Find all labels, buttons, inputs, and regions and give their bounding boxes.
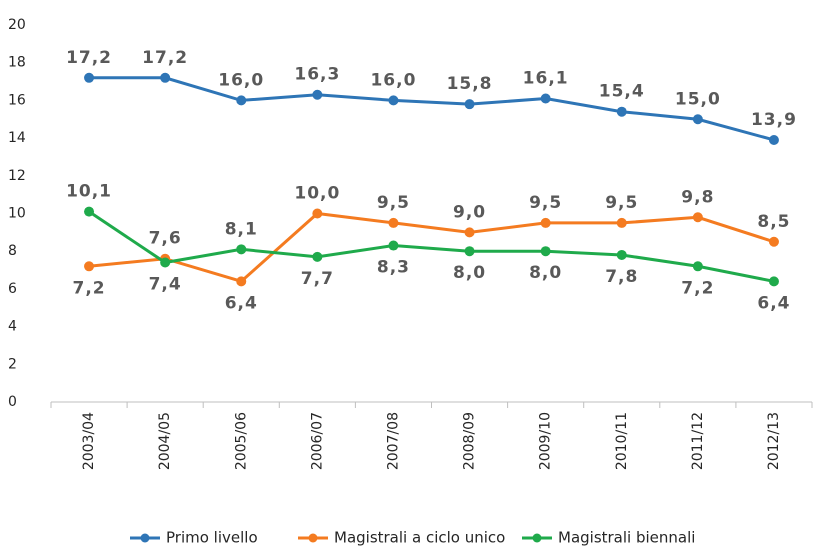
data-label: 10,1	[66, 182, 112, 202]
y-tick-label: 8	[8, 243, 17, 259]
x-tick-label: 2012/13	[766, 412, 782, 470]
point	[616, 106, 627, 117]
data-label: 8,3	[377, 258, 410, 278]
data-label: 9,8	[681, 187, 714, 207]
point	[692, 261, 703, 272]
data-label: 7,7	[301, 269, 334, 289]
data-label: 8,0	[453, 263, 486, 283]
data-label: 10,0	[294, 184, 340, 204]
y-tick-label: 2	[8, 356, 17, 372]
legend-marker	[308, 533, 318, 543]
series-line	[89, 76, 775, 142]
point	[312, 208, 323, 219]
point	[768, 276, 779, 287]
y-tick-label: 12	[8, 168, 26, 184]
legend-label: Magistrali biennali	[558, 529, 695, 547]
data-label: 16,0	[218, 70, 264, 90]
data-label: 7,8	[605, 267, 638, 287]
data-label: 8,5	[757, 212, 790, 232]
x-tick-label: 2007/08	[385, 412, 401, 470]
point	[388, 95, 399, 106]
point	[388, 217, 399, 228]
data-label: 8,1	[225, 219, 258, 239]
y-tick-label: 4	[8, 319, 17, 335]
legend-label: Magistrali a ciclo unico	[334, 529, 505, 547]
data-label: 7,2	[681, 278, 714, 298]
data-label: 8,0	[529, 263, 562, 283]
data-label: 6,4	[757, 293, 790, 313]
point	[236, 244, 247, 255]
point	[540, 93, 551, 104]
data-label: 16,3	[294, 65, 340, 85]
data-label: 16,0	[370, 70, 416, 90]
legend-label: Primo livello	[166, 529, 258, 547]
data-label: 7,4	[149, 275, 182, 295]
data-label: 6,4	[225, 293, 258, 313]
data-label: 9,5	[377, 193, 410, 213]
point	[84, 261, 95, 272]
point	[464, 227, 475, 238]
y-tick-label: 16	[8, 92, 26, 108]
legend-marker	[532, 533, 542, 543]
data-label: 17,2	[142, 48, 188, 68]
data-label: 17,2	[66, 48, 112, 68]
point	[236, 95, 247, 106]
data-label: 16,1	[523, 69, 569, 89]
data-label: 7,6	[149, 229, 182, 249]
point	[464, 99, 475, 110]
point	[312, 89, 323, 100]
legend-marker	[140, 533, 150, 543]
y-tick-label: 14	[8, 130, 26, 146]
series-line	[88, 210, 775, 283]
point	[312, 251, 323, 262]
point	[160, 72, 171, 83]
x-tick-label: 2009/10	[538, 412, 554, 470]
y-tick-label: 10	[8, 206, 26, 222]
y-tick-label: 0	[8, 394, 17, 410]
data-label: 15,0	[675, 89, 721, 109]
point	[768, 134, 779, 145]
x-tick-label: 2011/12	[690, 412, 706, 470]
series-line	[88, 211, 775, 284]
point	[84, 206, 95, 217]
point	[616, 217, 627, 228]
data-label: 9,5	[605, 193, 638, 213]
point	[236, 276, 247, 287]
data-label: 9,5	[529, 193, 562, 213]
y-tick-label: 18	[8, 55, 26, 71]
x-tick-label: 2004/05	[157, 412, 173, 470]
data-label: 15,8	[447, 74, 493, 94]
data-label: 9,0	[453, 202, 486, 222]
point	[540, 246, 551, 257]
x-tick-label: 2010/11	[614, 412, 630, 470]
point	[540, 217, 551, 228]
x-tick-label: 2006/07	[309, 412, 325, 470]
point	[464, 246, 475, 257]
x-tick-label: 2003/04	[81, 412, 97, 470]
x-tick-label: 2005/06	[233, 412, 249, 470]
y-tick-label: 6	[8, 281, 17, 297]
point	[768, 236, 779, 247]
data-label: 13,9	[751, 110, 797, 130]
point	[388, 240, 399, 251]
point	[160, 257, 171, 268]
point	[616, 249, 627, 260]
y-tick-label: 20	[8, 17, 26, 33]
data-label: 15,4	[599, 82, 645, 102]
point	[84, 72, 95, 83]
x-tick-label: 2008/09	[462, 412, 478, 470]
point	[692, 212, 703, 223]
data-label: 7,2	[72, 278, 105, 298]
point	[692, 114, 703, 125]
